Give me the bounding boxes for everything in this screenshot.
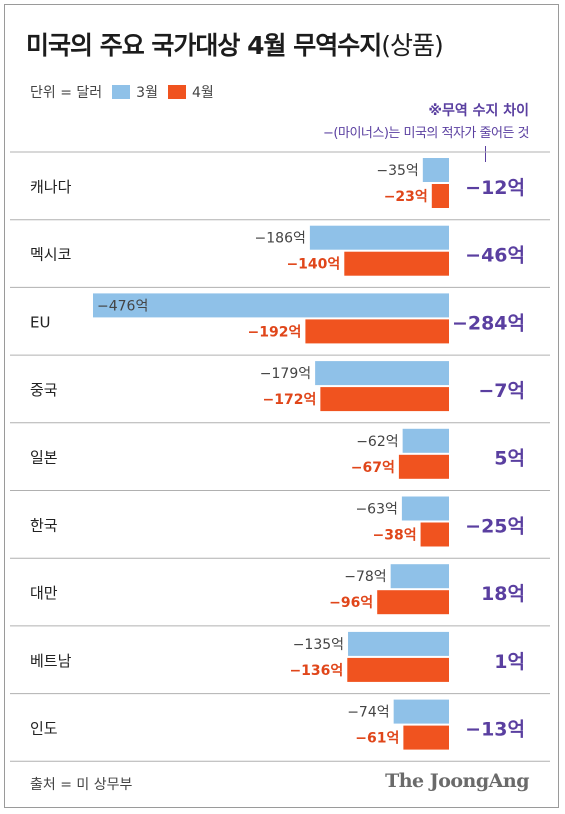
title-text: 미국의 주요 국가대상 4월 무역수지 — [26, 31, 382, 60]
legend-label-march: 3월 — [136, 85, 158, 101]
bar-march — [315, 361, 449, 386]
bar-label-march: −186억 — [255, 231, 306, 247]
bar-label-march: −35억 — [376, 163, 418, 179]
bar-march — [393, 699, 449, 724]
note-heading: ※무역 수지 차이 — [428, 103, 529, 119]
bar-april — [398, 454, 449, 479]
category-label: 캐나다 — [30, 178, 72, 196]
bar-april — [403, 725, 449, 750]
bar-label-april: −140억 — [286, 257, 340, 273]
difference-label: −284억 — [452, 312, 525, 334]
bar-march — [401, 496, 449, 521]
bar-label-april: −136억 — [289, 663, 343, 679]
chart-title: 미국의 주요 국가대상 4월 무역수지(상품) — [26, 26, 444, 62]
bar-april — [420, 522, 449, 547]
bar-april — [377, 590, 449, 615]
difference-label: 18억 — [481, 583, 525, 605]
unit-label: 단위 = 달러 — [30, 85, 103, 101]
category-label: 베트남 — [30, 652, 72, 670]
category-label: 한국 — [30, 516, 58, 534]
category-label: 중국 — [30, 381, 58, 399]
difference-label: −13억 — [465, 718, 525, 740]
category-label: EU — [30, 313, 50, 331]
bar-label-april: −38억 — [372, 528, 416, 544]
bar-march — [348, 631, 449, 656]
bar-march — [422, 158, 449, 182]
category-label: 일본 — [30, 449, 58, 467]
difference-label: −7억 — [478, 380, 525, 402]
title-suffix: (상품) — [381, 31, 444, 60]
bar-label-march: −62억 — [356, 434, 398, 450]
category-label: 인도 — [30, 719, 58, 737]
bar-label-april: −96억 — [329, 595, 373, 611]
difference-label: 5억 — [494, 448, 525, 470]
bar-april — [305, 319, 449, 344]
bar-april — [431, 184, 449, 208]
difference-label: −46억 — [465, 245, 525, 267]
category-label: 멕시코 — [30, 246, 71, 264]
bar-label-april: −23억 — [384, 189, 428, 205]
legend-swatch-march — [112, 85, 131, 99]
bar-label-april: −172억 — [263, 392, 317, 408]
bar-april — [347, 657, 449, 682]
bar-label-march: −63억 — [355, 502, 397, 518]
bar-label-march: −78억 — [344, 569, 386, 585]
bar-label-march: −135억 — [293, 637, 344, 653]
chart-frame — [4, 4, 559, 808]
source-text: 출처 = 미 상무부 — [30, 777, 133, 793]
bar-label-april: −67억 — [351, 460, 395, 476]
bar-april — [344, 251, 449, 276]
bar-label-april: −61억 — [355, 731, 399, 747]
bar-march — [390, 564, 449, 589]
publisher-logo: The JoongAng — [385, 770, 529, 792]
bar-label-march: −476억 — [97, 298, 148, 314]
legend: 단위 = 달러 3월 4월 — [30, 82, 214, 102]
bar-march — [309, 225, 449, 250]
note-text: −(마이너스)는 미국의 적자가 줄어든 것 — [323, 126, 529, 141]
difference-label: −25억 — [465, 515, 525, 537]
bar-label-april: −192억 — [248, 324, 302, 340]
bar-label-march: −179억 — [260, 366, 311, 382]
category-label: 대만 — [30, 584, 58, 602]
difference-label: −12억 — [465, 177, 525, 199]
note-pointer-line — [485, 146, 486, 162]
difference-label: 1억 — [494, 651, 525, 673]
bar-march — [93, 293, 449, 318]
bar-label-march: −74억 — [347, 705, 389, 721]
bar-april — [320, 387, 449, 412]
legend-label-april: 4월 — [191, 85, 214, 101]
legend-swatch-april — [167, 85, 186, 99]
bar-march — [402, 428, 449, 453]
